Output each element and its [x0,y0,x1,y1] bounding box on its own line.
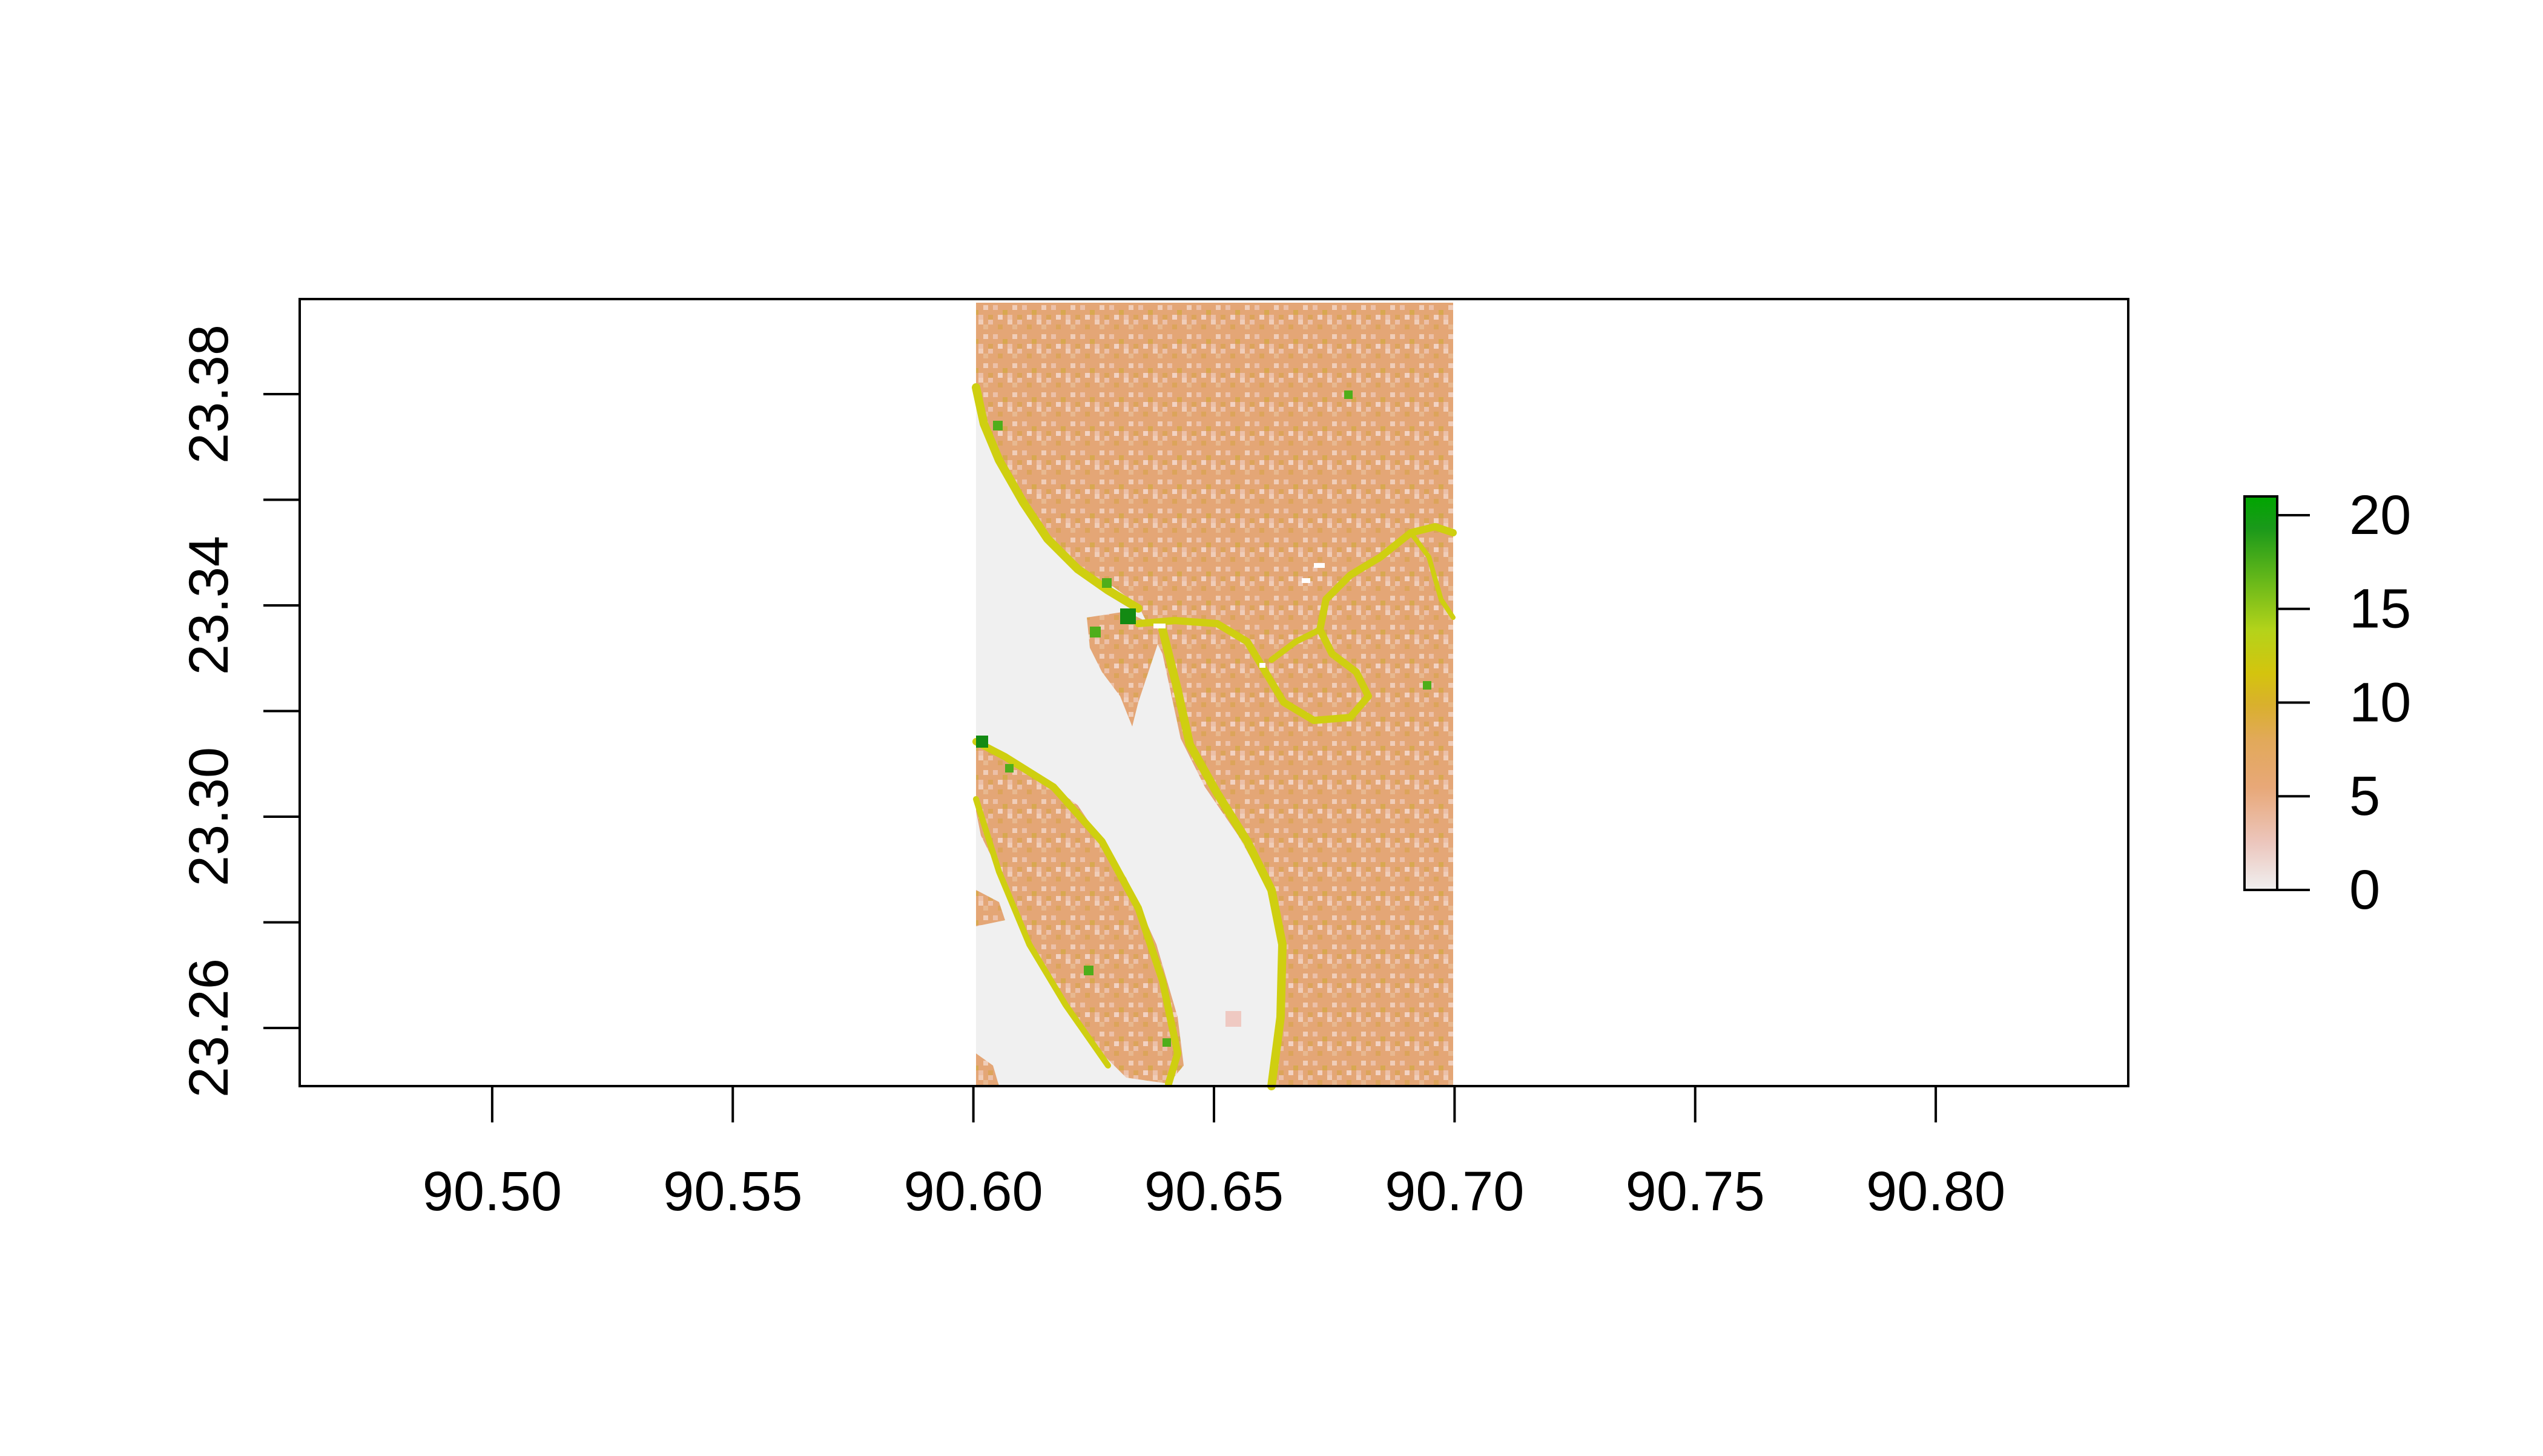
island-southwest-edge [976,890,1005,926]
island-south [976,739,1184,1084]
x-axis: 90.50 90.55 90.60 90.65 90.70 90.75 90.80 [423,1085,2005,1222]
legend-tick-label: 0 [2349,859,2380,921]
single-pixel [1225,1011,1241,1027]
x-tick-label: 90.70 [1385,1161,1524,1222]
legend-bar [2243,495,2278,891]
y-tick-label: 23.34 [178,536,240,675]
y-tick-label: 23.38 [178,324,240,464]
y-axis: 23.26 23.30 23.34 23.38 [178,324,300,1098]
y-tick-label: 23.26 [178,958,240,1098]
legend-tick-label: 5 [2349,765,2380,827]
land-east [976,303,1453,1086]
color-legend: 0 5 10 15 20 [2243,484,2411,921]
white-gaps [1153,563,1325,668]
y-tick-label: 23.30 [178,747,240,886]
x-tick-label: 90.75 [1626,1161,1765,1222]
legend-tick-label: 10 [2349,671,2411,733]
legend-tick-label: 20 [2349,484,2411,546]
x-tick-label: 90.65 [1144,1161,1284,1222]
x-tick-label: 90.55 [663,1161,802,1222]
island-north [1087,611,1163,726]
raster-layer [972,303,1457,1090]
legend-tick-label: 15 [2349,578,2411,640]
x-tick-label: 90.50 [423,1161,562,1222]
legend-ticks: 0 5 10 15 20 [2277,484,2411,921]
green-speckles [976,390,1431,1047]
x-tick-label: 90.80 [1866,1161,2005,1222]
x-tick-label: 90.60 [904,1161,1043,1222]
island-bottom-corner [976,1053,999,1086]
